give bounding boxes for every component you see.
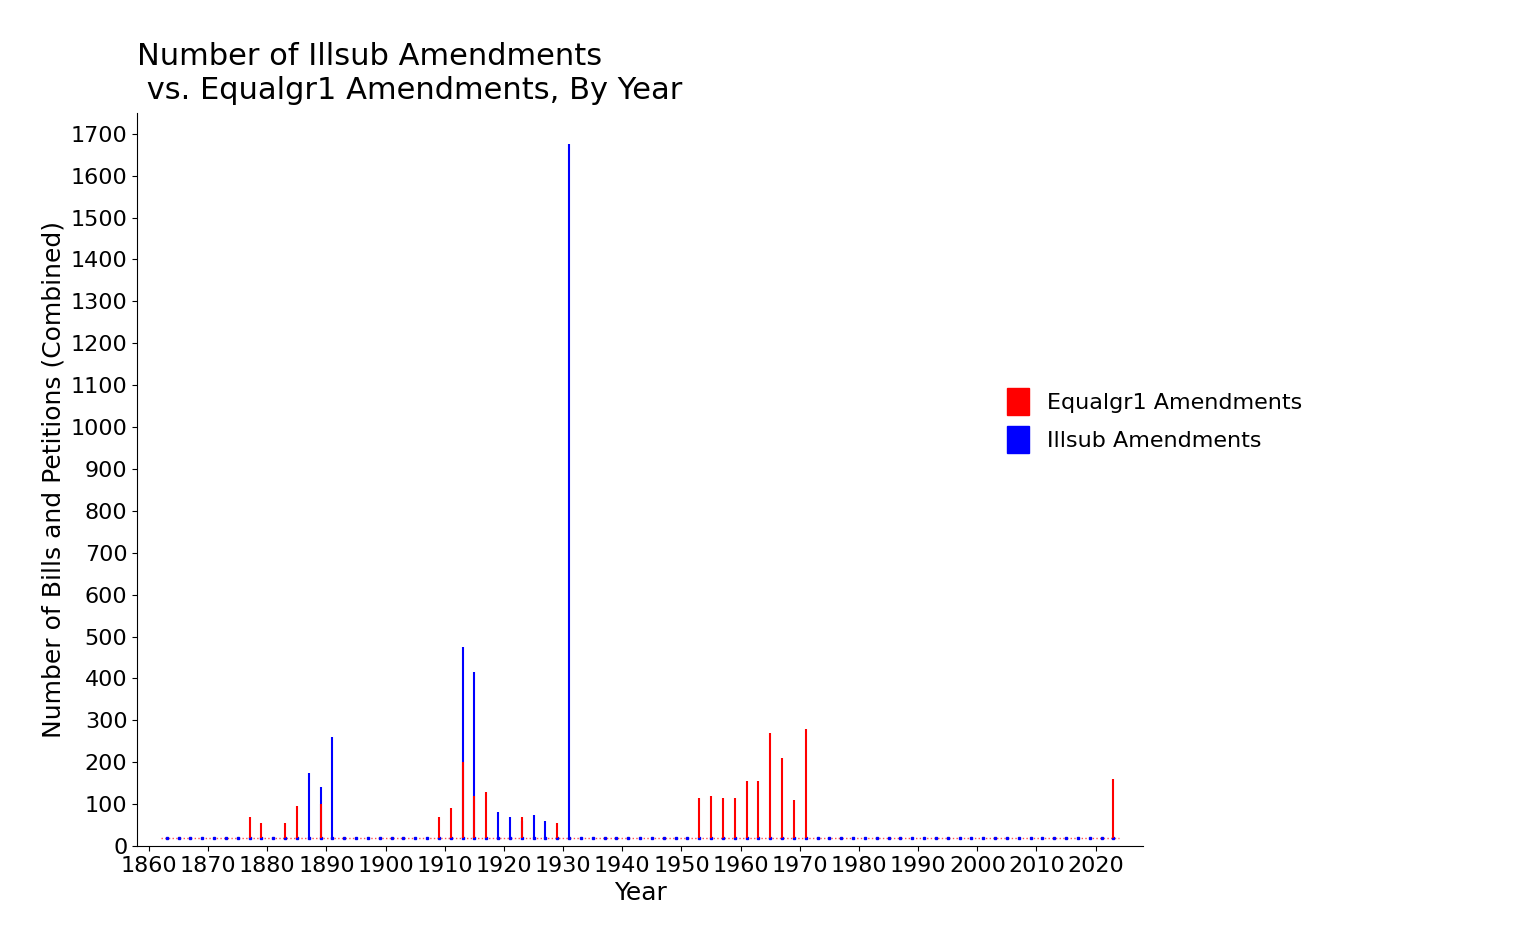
Legend: Equalgr1 Amendments, Illsub Amendments: Equalgr1 Amendments, Illsub Amendments (995, 377, 1314, 464)
Y-axis label: Number of Bills and Petitions (Combined): Number of Bills and Petitions (Combined) (41, 221, 66, 738)
Text: Number of Illsub Amendments
 vs. Equalgr1 Amendments, By Year: Number of Illsub Amendments vs. Equalgr1… (137, 42, 683, 105)
X-axis label: Year: Year (614, 882, 666, 905)
